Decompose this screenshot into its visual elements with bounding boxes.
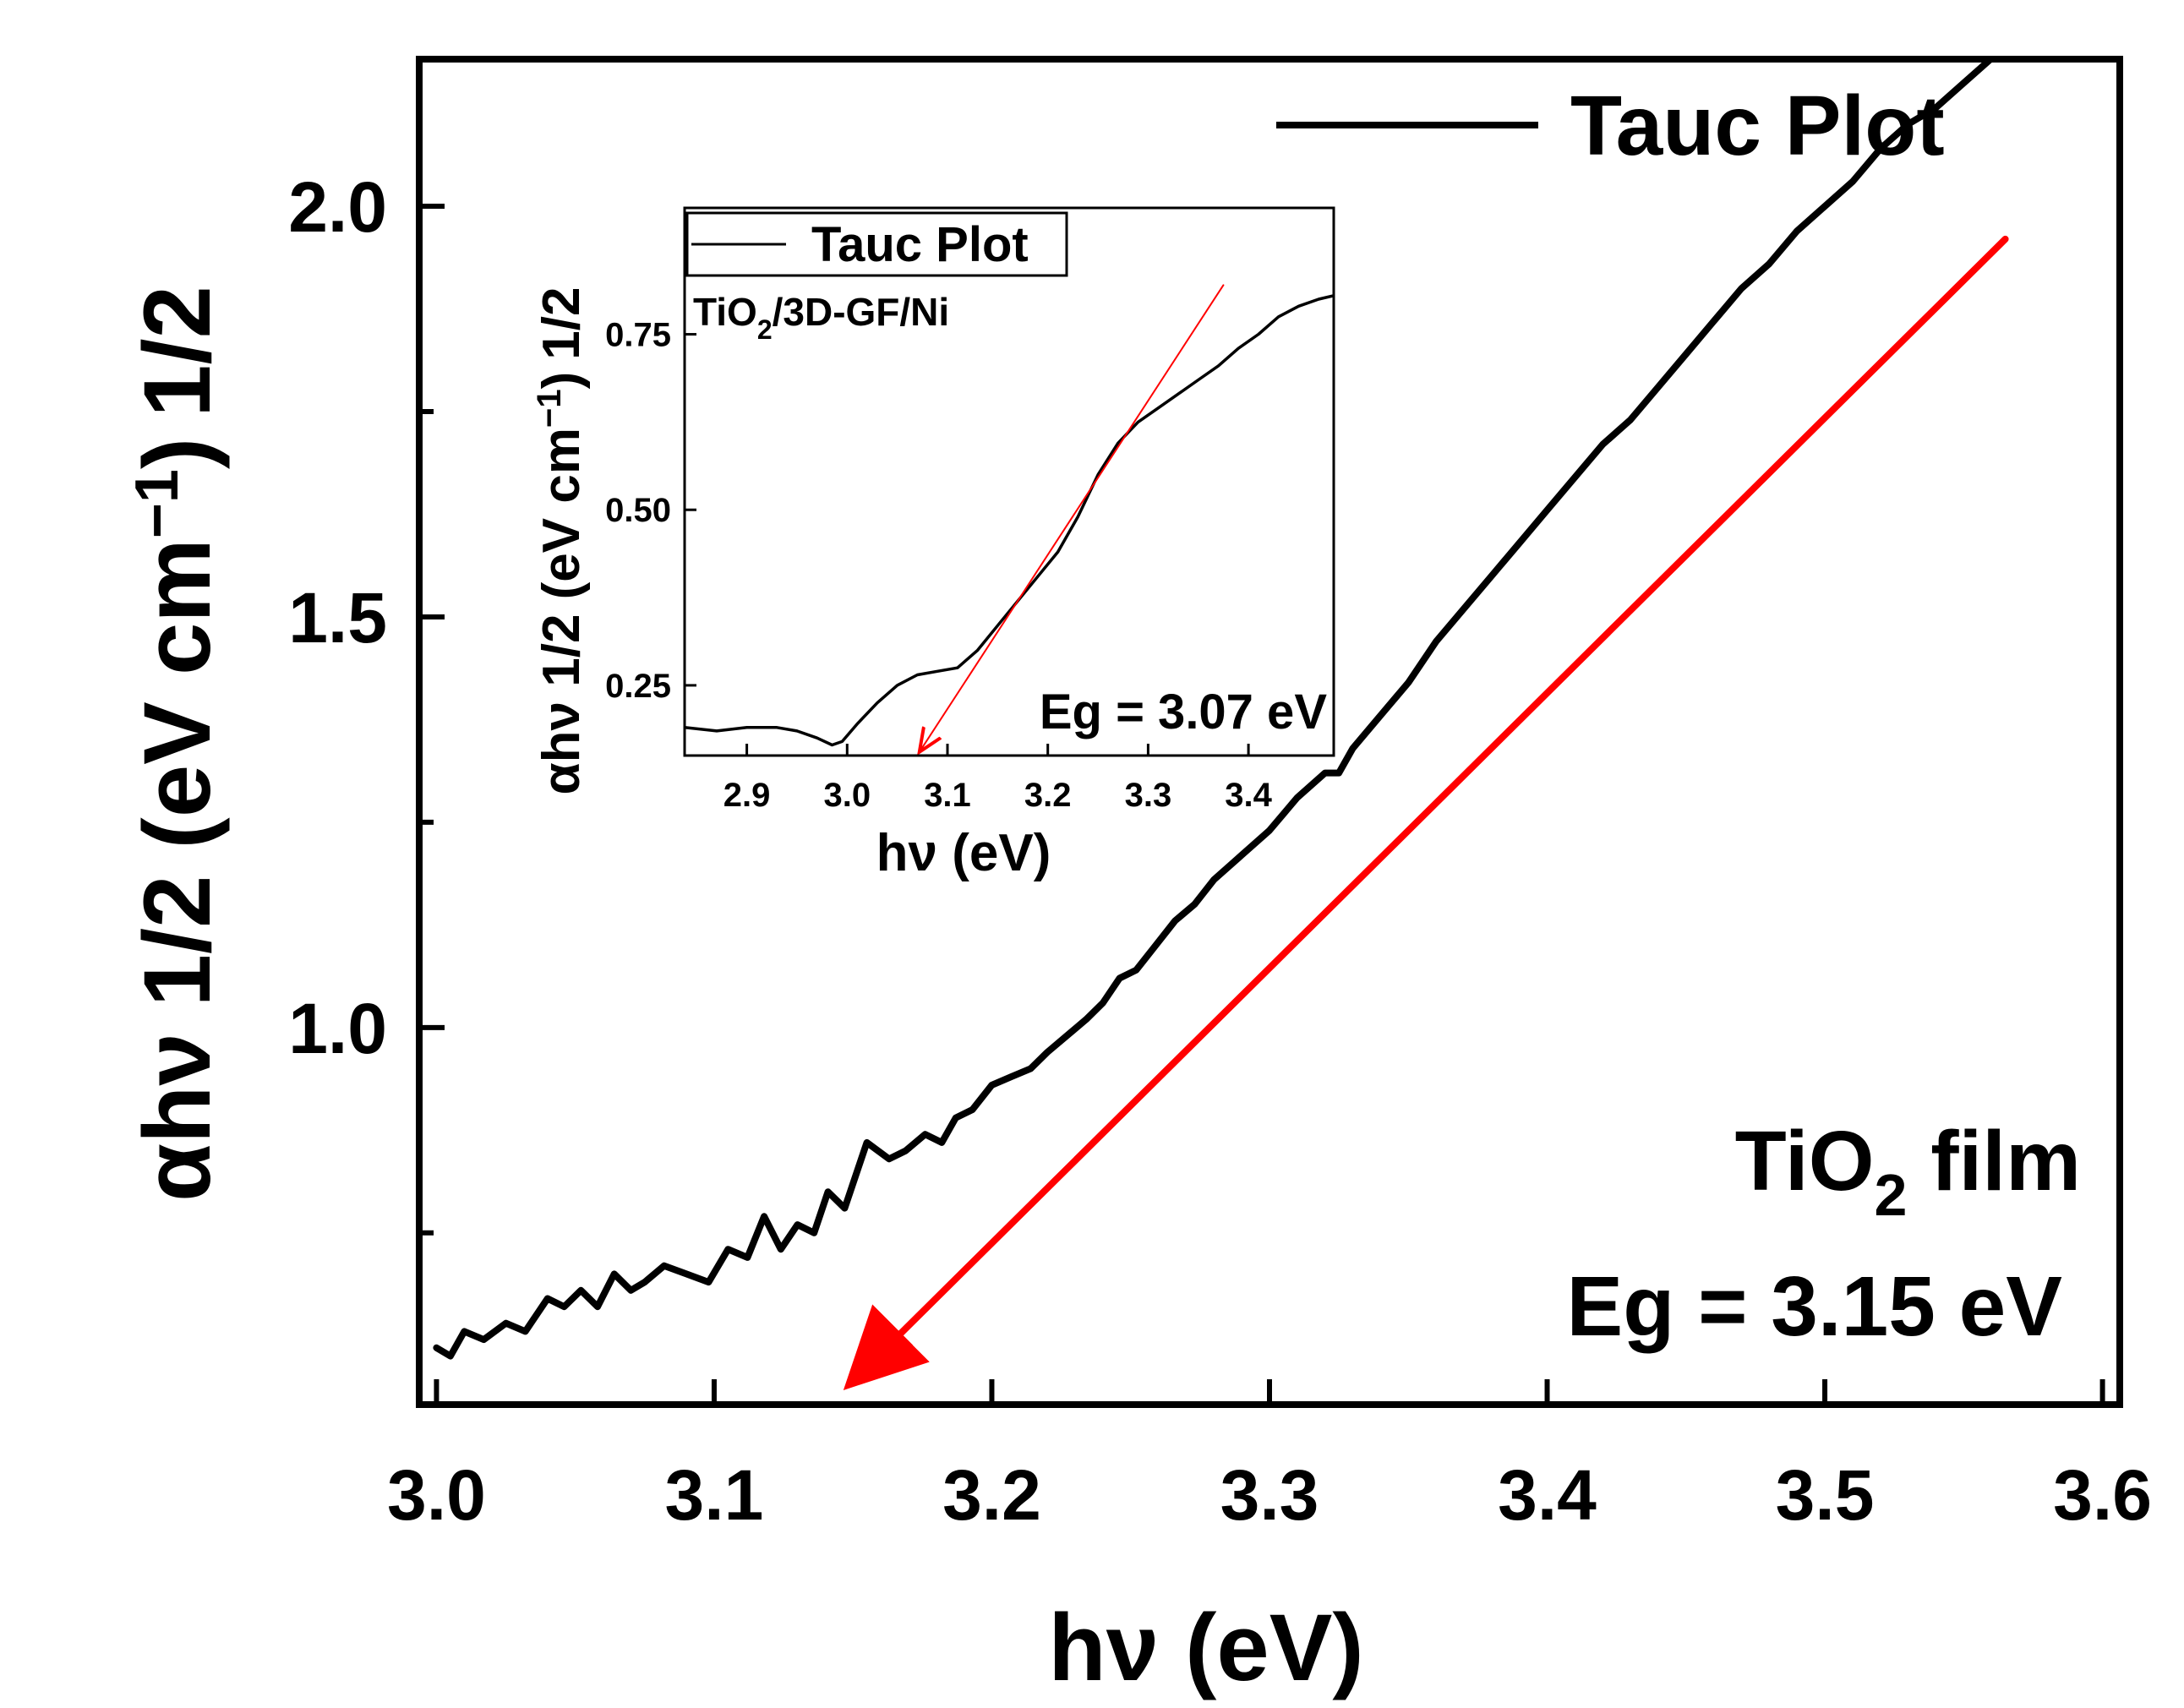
main-x-axis: 3.0 3.1 3.2 3.3 3.4 3.5 3.6 xyxy=(387,1379,2152,1535)
inset-plot: 2.9 3.0 3.1 3.2 3.3 3.4 0.250.500.75 hν (eV) … xyxy=(531,206,1335,882)
inset-x-tick-label: 3.0 xyxy=(823,777,871,814)
main-x-tick-label: 3.0 xyxy=(387,1455,486,1535)
inset-series-fit-line xyxy=(920,284,1225,751)
inset-plot-frame xyxy=(683,206,1335,757)
inset-x-tick-label: 3.3 xyxy=(1125,777,1172,814)
main-x-tick-label: 3.4 xyxy=(1498,1455,1597,1535)
inset-sample-label-base: TiO xyxy=(693,290,757,334)
main-sample-label-rest: film xyxy=(1907,1114,2081,1209)
inset-sample-label: TiO2/3D-GF/Ni xyxy=(693,290,949,345)
main-plot: 3.0 3.1 3.2 3.3 3.4 3.5 3.6 1.01.52.0 hν (eV) … xyxy=(123,56,2152,1700)
main-eg-label: Eg = 3.15 eV xyxy=(1567,1259,2063,1354)
main-series-fit-line xyxy=(843,235,2009,1390)
main-y-axis: 1.0 1.5 2.0 xyxy=(288,167,445,1236)
main-series-tauc-curve xyxy=(433,63,1992,1360)
inset-x-tick-label: 3.2 xyxy=(1024,777,1072,814)
inset-y-tick-label: 0.50 xyxy=(605,492,671,529)
inset-y-axis: 0.25 0.50 0.75 xyxy=(605,317,696,705)
inset-legend-label: Tauc Plot xyxy=(811,217,1029,272)
inset-sample-label-sub: 2 xyxy=(757,314,773,345)
inset-y-axis-title-close: ) xyxy=(532,372,591,390)
main-x-tick-label: 3.6 xyxy=(2053,1455,2152,1535)
main-sample-label-base: TiO xyxy=(1735,1114,1875,1209)
main-y-axis-title: αhν 1/2 (eV cm−1) 1/2 xyxy=(123,286,230,1202)
main-y-tick-label: 1.5 xyxy=(288,578,387,658)
inset-sample-label-rest: /3D-GF/Ni xyxy=(773,290,950,334)
inset-series xyxy=(685,284,1334,751)
main-y-axis-title-base: αhν 1/2 (eV cm xyxy=(124,538,230,1202)
inset-x-tick-label: 2.9 xyxy=(723,777,771,814)
main-x-tick-label: 3.3 xyxy=(1220,1455,1319,1535)
inset-y-axis-title-exp: 1/2 xyxy=(532,287,591,360)
inset-x-axis-title: hν (eV) xyxy=(876,824,1051,882)
inset-y-tick-label: 0.25 xyxy=(605,668,671,705)
inset-x-tick-label: 3.1 xyxy=(924,777,971,814)
inset-legend-box xyxy=(685,211,1068,277)
inset-x-tick-label: 3.4 xyxy=(1225,777,1272,814)
inset-y-axis-title: αhν 1/2 (eV cm−1) 1/2 xyxy=(531,287,591,795)
main-plot-frame xyxy=(416,56,2123,1408)
inset-plot-background xyxy=(685,208,1334,756)
main-x-axis-title: hν (eV) xyxy=(1048,1595,1363,1700)
main-legend-label: Tauc Plot xyxy=(1570,79,1945,173)
main-sample-label: TiO2 film xyxy=(1735,1114,2081,1228)
main-y-axis-title-exp: 1/2 xyxy=(124,286,230,417)
main-y-tick-label: 2.0 xyxy=(288,167,387,247)
inset-legend: Tauc Plot xyxy=(685,211,1068,277)
main-x-tick-label: 3.5 xyxy=(1776,1455,1875,1535)
main-y-axis-title-close: ) xyxy=(124,438,230,469)
main-y-axis-title-sup: −1 xyxy=(123,469,191,538)
main-series xyxy=(433,63,2009,1390)
main-sample-label-sub: 2 xyxy=(1874,1162,1907,1228)
inset-y-axis-title-base: αhν 1/2 (eV cm xyxy=(532,428,591,794)
inset-eg-label: Eg = 3.07 eV xyxy=(1040,685,1327,739)
main-x-tick-label: 3.2 xyxy=(942,1455,1041,1535)
inset-y-axis-title-sup: −1 xyxy=(531,389,568,428)
main-x-tick-label: 3.1 xyxy=(665,1455,764,1535)
main-y-tick-label: 1.0 xyxy=(288,989,387,1068)
inset-y-tick-label: 0.75 xyxy=(605,317,671,354)
main-legend: Tauc Plot xyxy=(1276,79,1945,173)
inset-x-axis: 2.9 3.0 3.1 3.2 3.3 3.4 xyxy=(723,744,1273,814)
